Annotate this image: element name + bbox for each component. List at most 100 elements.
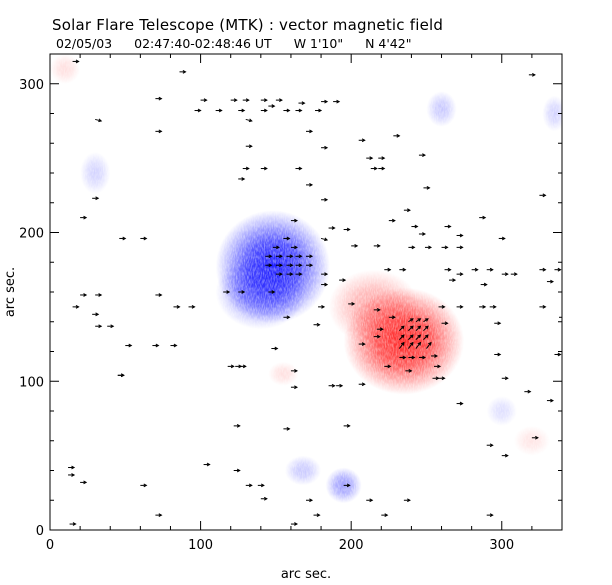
field-vector [494, 352, 502, 357]
field-vector [399, 325, 405, 332]
field-vector [336, 383, 344, 388]
field-vector [546, 279, 555, 284]
field-vector [152, 343, 160, 348]
field-vector [415, 325, 422, 332]
field-vector [298, 101, 306, 105]
field-vector [72, 304, 80, 309]
field-vector [290, 522, 299, 526]
field-vector [510, 272, 518, 277]
field-vector [283, 315, 291, 320]
field-vector [373, 244, 381, 248]
field-vector [366, 498, 374, 503]
field-vector [260, 166, 268, 171]
field-vector [348, 302, 356, 306]
x-tick-label: 300 [489, 538, 514, 553]
field-vector [257, 483, 265, 488]
field-vector [286, 263, 294, 268]
field-vector [393, 133, 401, 138]
field-vector [238, 108, 246, 113]
y-tick-label: 300 [19, 78, 44, 93]
field-vector [444, 224, 452, 229]
field-vector [388, 315, 396, 320]
field-vector [295, 108, 303, 113]
field-vector [423, 185, 431, 190]
field-vector [140, 236, 148, 241]
field-vector [373, 307, 381, 312]
field-vector [173, 304, 181, 309]
field-vector [155, 293, 163, 297]
field-vector [290, 368, 299, 373]
field-vector [376, 327, 384, 332]
field-vector [188, 304, 196, 309]
field-vector [501, 376, 509, 381]
field-vector [242, 98, 250, 102]
field-vector [265, 254, 273, 259]
field-vector [290, 245, 299, 250]
field-vector [546, 398, 555, 403]
field-vector [286, 254, 294, 259]
field-vector [223, 290, 231, 294]
field-vector [268, 104, 276, 108]
field-vector [245, 483, 253, 488]
field-vector [456, 272, 464, 277]
field-vector [295, 254, 303, 259]
field-vector [539, 193, 547, 198]
field-vector [424, 245, 433, 250]
field-vector [479, 215, 487, 220]
field-vector [155, 513, 163, 518]
field-vector [498, 236, 506, 241]
field-vector [539, 304, 547, 309]
field-vector [170, 343, 178, 348]
field-vector [358, 138, 366, 143]
vector-field [68, 59, 562, 526]
field-vector [318, 304, 326, 309]
field-vector [373, 334, 381, 339]
field-vector [321, 145, 329, 150]
field-vector [306, 183, 314, 187]
field-vector [238, 290, 246, 294]
field-vector [399, 355, 407, 360]
field-vector [313, 322, 321, 327]
x-tick-label: 0 [46, 538, 54, 553]
field-vector [438, 304, 446, 309]
field-vector [398, 341, 405, 349]
field-vector [528, 72, 536, 77]
field-vector [415, 341, 422, 349]
field-vector [471, 267, 479, 272]
observation-date: 02/05/03 [56, 36, 113, 51]
y-tick-label: 200 [19, 227, 44, 242]
field-vector [339, 278, 347, 282]
field-vector [72, 59, 80, 64]
field-vector [441, 321, 449, 326]
field-vector [92, 312, 100, 317]
position-west: W 1'10" [293, 36, 344, 51]
field-vector [321, 99, 329, 104]
field-vector [275, 272, 283, 277]
field-vector [271, 346, 279, 351]
field-vector [370, 166, 378, 171]
y-tick-label: 100 [19, 375, 44, 390]
field-vector [230, 98, 238, 102]
field-vector [479, 304, 487, 309]
field-vector [283, 426, 291, 431]
field-vector [306, 498, 314, 503]
field-vector [321, 272, 329, 277]
field-vector [358, 342, 366, 346]
field-vector [95, 324, 103, 329]
field-vector [539, 267, 547, 272]
field-vector [558, 316, 562, 318]
field-vector [290, 218, 299, 223]
field-vector [399, 334, 405, 340]
field-vector [343, 483, 351, 488]
field-vector [366, 156, 374, 161]
field-vector [388, 218, 396, 223]
field-vector [426, 341, 432, 349]
field-vector [140, 483, 148, 488]
field-vector [295, 272, 303, 277]
x-axis-label: arc sec. [281, 567, 331, 582]
field-vector [80, 215, 88, 220]
field-vector [411, 224, 419, 229]
field-vector [456, 233, 464, 238]
field-vector [80, 293, 88, 297]
field-vector [408, 355, 416, 360]
